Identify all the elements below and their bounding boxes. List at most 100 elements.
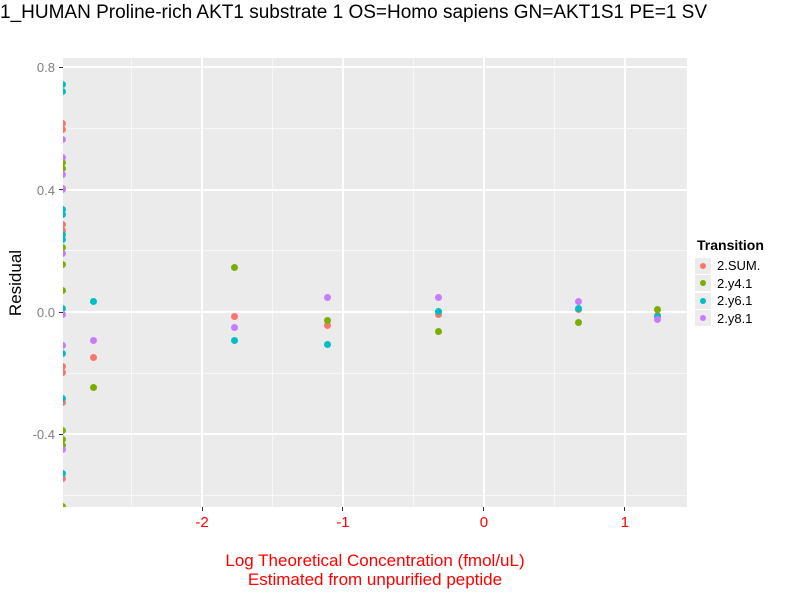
data-point — [89, 336, 97, 344]
data-point — [63, 88, 66, 96]
data-point — [63, 206, 66, 213]
data-point — [653, 306, 661, 314]
x-major-gridline — [482, 58, 485, 507]
data-point — [63, 287, 66, 295]
y-tick-label: 0.4 — [36, 182, 55, 198]
data-point — [63, 502, 66, 507]
x-axis-tick — [483, 507, 485, 511]
data-point — [653, 316, 661, 324]
legend-entry: 2.y6.1 — [695, 292, 799, 310]
data-point — [63, 135, 66, 143]
x-minor-gridline — [412, 58, 414, 507]
legend-dot-icon — [700, 262, 706, 269]
y-axis-tick — [59, 66, 63, 68]
legend-key — [695, 275, 711, 292]
legend-dot-icon — [700, 280, 706, 287]
data-point — [63, 250, 66, 258]
x-tick-label: 0 — [479, 514, 489, 531]
data-point — [63, 153, 66, 161]
y-major-gridline — [63, 311, 687, 314]
x-minor-gridline — [553, 58, 555, 507]
y-major-gridline — [63, 66, 687, 69]
y-tick-label: 0.8 — [36, 60, 55, 76]
x-major-gridline — [341, 58, 344, 507]
y-tick-label: 0.0 — [36, 305, 55, 321]
legend: Transition 2.SUM. 2.y4.1 2.y6.1 2.y8.1 — [695, 237, 799, 327]
data-point — [63, 362, 66, 370]
data-point — [435, 327, 443, 335]
x-axis-title-line1: Log Theoretical Concentration (fmol/uL) — [225, 551, 525, 570]
data-point — [63, 441, 66, 449]
data-point — [574, 305, 582, 313]
x-axis-tick — [201, 507, 203, 511]
x-major-gridline — [201, 58, 203, 507]
data-point — [63, 226, 66, 234]
x-axis-tick — [342, 507, 344, 511]
legend-items: 2.SUM. 2.y4.1 2.y6.1 2.y8.1 — [695, 257, 799, 327]
data-point — [230, 264, 238, 272]
y-axis-tick — [59, 433, 63, 435]
y-minor-gridline — [63, 495, 687, 497]
x-axis-title: Log Theoretical Concentration (fmol/uL) … — [75, 551, 675, 589]
x-major-gridline — [623, 58, 626, 507]
x-tick-label: 1 — [620, 514, 630, 531]
data-point — [63, 120, 66, 128]
data-point — [63, 165, 66, 173]
legend-entry-label: 2.y6.1 — [717, 293, 753, 309]
y-major-gridline — [63, 433, 687, 436]
legend-key — [695, 257, 711, 274]
data-point — [574, 297, 582, 305]
data-point — [63, 170, 66, 178]
data-point — [89, 383, 97, 391]
legend-key — [695, 292, 711, 309]
y-tick-label: -0.4 — [32, 427, 55, 443]
data-point — [323, 321, 331, 329]
x-minor-gridline — [272, 58, 273, 507]
data-point — [63, 186, 66, 194]
legend-title: Transition — [697, 237, 764, 253]
data-point — [63, 349, 66, 357]
y-minor-gridline — [63, 250, 687, 252]
legend-entry: 2.SUM. — [695, 257, 799, 275]
data-point — [323, 293, 331, 301]
legend-entry-label: 2.y8.1 — [717, 310, 753, 326]
legend-dot-icon — [700, 297, 706, 304]
data-point — [63, 261, 66, 269]
data-point — [63, 469, 66, 477]
data-point — [63, 305, 66, 313]
data-point — [63, 231, 66, 239]
data-point — [435, 294, 443, 302]
data-point — [323, 317, 331, 325]
data-point — [63, 126, 66, 134]
data-point — [63, 342, 66, 350]
data-point — [63, 244, 66, 252]
data-point — [63, 310, 66, 318]
data-point — [63, 80, 66, 88]
x-tick-label: -2 — [195, 514, 209, 531]
legend-entry-label: 2.y4.1 — [717, 275, 753, 291]
data-point — [63, 399, 66, 407]
x-tick-label: -1 — [336, 514, 350, 531]
data-point — [230, 324, 238, 332]
data-point — [63, 436, 66, 444]
x-axis-tick — [624, 507, 626, 511]
x-axis-title-line2: Estimated from unpurified peptide — [247, 570, 503, 589]
legend-entry: 2.y4.1 — [695, 275, 799, 293]
y-minor-gridline — [63, 372, 687, 374]
plot-title: 1_HUMAN Proline-rich AKT1 substrate 1 OS… — [0, 2, 708, 23]
data-point — [89, 298, 97, 306]
data-point — [63, 474, 66, 482]
data-point — [63, 221, 66, 229]
legend-dot-icon — [700, 315, 706, 322]
data-point — [230, 336, 238, 344]
data-point — [63, 211, 66, 219]
y-axis-tick — [59, 311, 63, 313]
data-point — [63, 158, 66, 166]
plot-panel — [63, 58, 687, 507]
legend-key — [695, 310, 711, 327]
data-point — [63, 446, 66, 454]
data-point — [323, 340, 331, 348]
y-axis-tick — [59, 189, 63, 191]
data-point — [63, 426, 66, 434]
